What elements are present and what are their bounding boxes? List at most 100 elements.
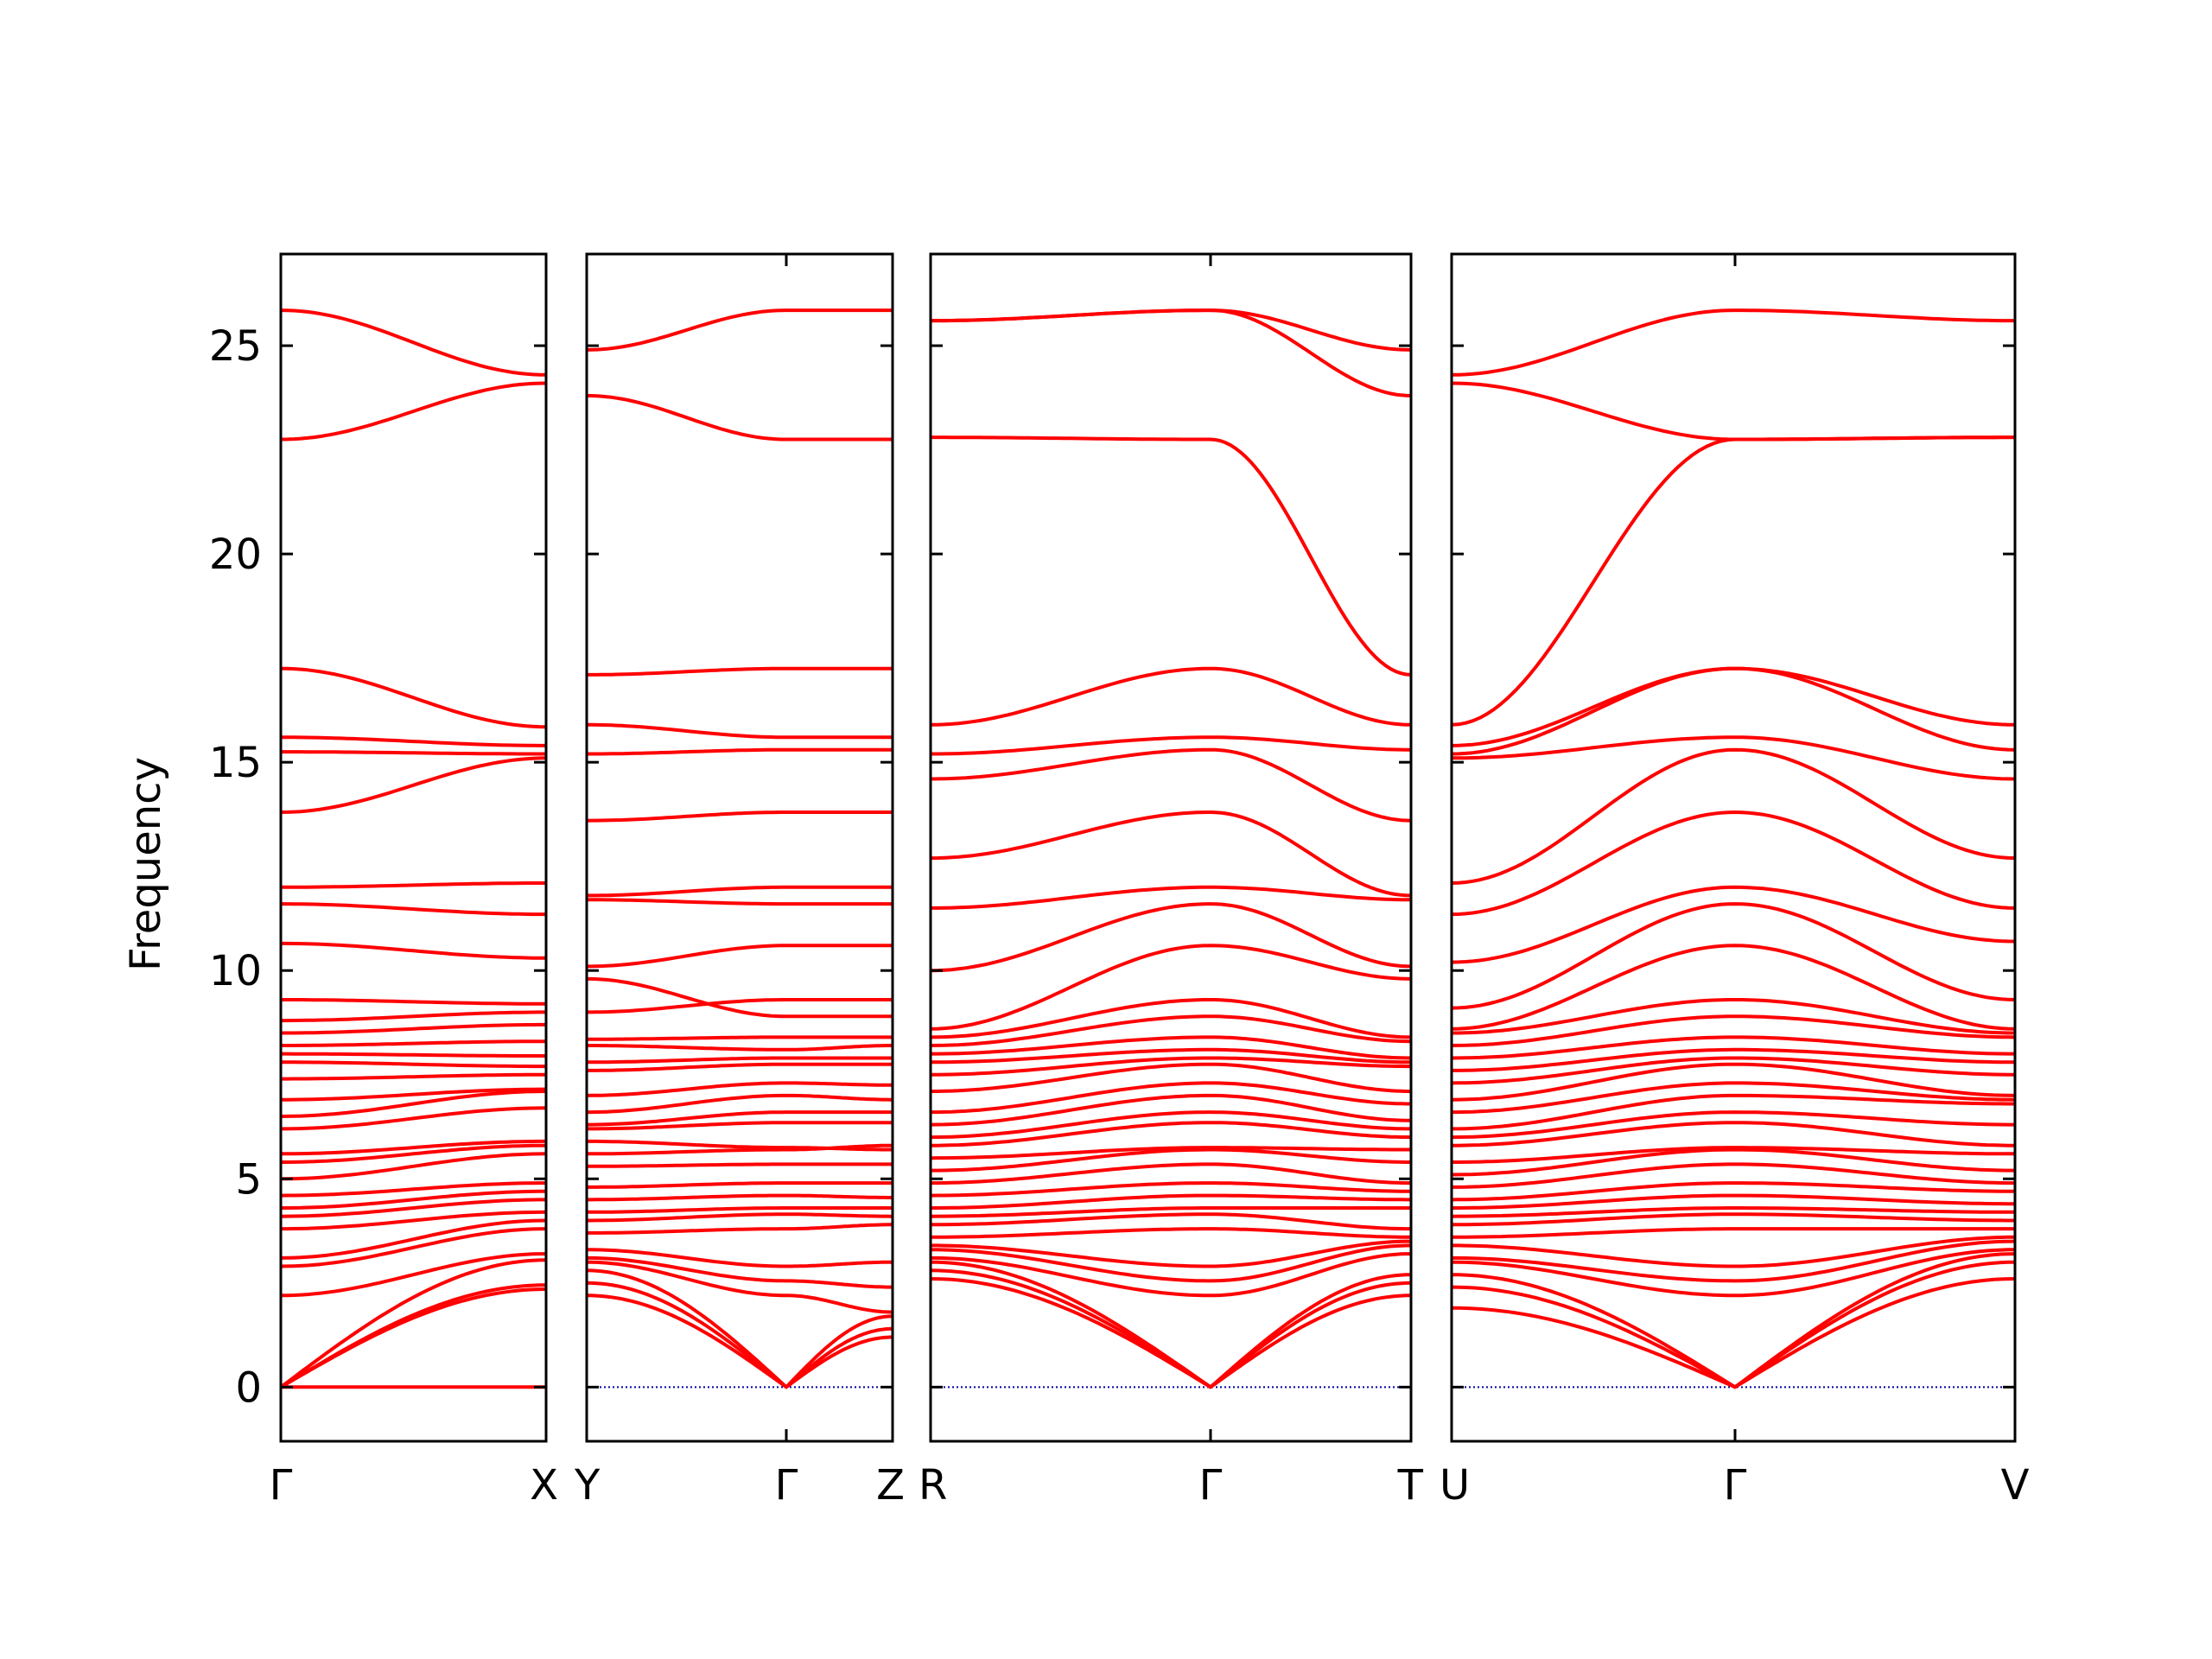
band-line-15 xyxy=(1452,1121,2015,1147)
bands-group xyxy=(931,308,1411,1389)
band-line-9 xyxy=(931,1206,1411,1218)
x-tick-label: Γ xyxy=(775,1461,798,1510)
band-line-12 xyxy=(931,1162,1411,1185)
band-line-31 xyxy=(931,666,1411,727)
band-line-24 xyxy=(931,998,1411,1039)
band-line-22 xyxy=(931,1035,1411,1060)
band-line-29 xyxy=(931,747,1411,823)
band-line-4 xyxy=(281,1258,546,1389)
band-line-3 xyxy=(1452,1252,2015,1389)
band-line-10 xyxy=(281,1189,546,1210)
x-tick-label: V xyxy=(2001,1461,2030,1510)
band-line-29 xyxy=(587,747,893,756)
band-line-25 xyxy=(587,944,893,969)
band-line-4 xyxy=(931,1252,1411,1298)
band-line-30 xyxy=(587,722,893,740)
y-tick-label: 0 xyxy=(235,1363,262,1412)
bands-group xyxy=(281,308,546,1389)
band-line-22 xyxy=(1452,1035,2015,1060)
band-line-11 xyxy=(931,1181,1411,1198)
band-line-20 xyxy=(587,1056,893,1065)
panels: Γ X 0 5 10 15 20 25 Y Γ Z R Γ T U Γ V xyxy=(209,252,2030,1510)
band-line-25 xyxy=(1452,944,2015,1031)
band-line-24 xyxy=(281,998,546,1006)
band-line-17 xyxy=(587,1093,893,1115)
x-tick-label: Γ xyxy=(1724,1461,1747,1510)
band-line-12 xyxy=(281,1152,546,1181)
band-line-16 xyxy=(931,1110,1411,1140)
x-tick-label: Γ xyxy=(270,1461,293,1510)
band-line-8 xyxy=(587,1212,893,1223)
band-line-23 xyxy=(281,1010,546,1023)
band-line-8 xyxy=(281,1210,546,1231)
band-line-16 xyxy=(587,1110,893,1127)
x-tick-label: Y xyxy=(574,1461,601,1510)
band-line-28 xyxy=(281,756,546,814)
band-line-7 xyxy=(1452,1227,2015,1239)
band-line-7 xyxy=(281,1218,546,1260)
band-line-30 xyxy=(931,735,1411,756)
band-line-23 xyxy=(587,998,893,1014)
band-line-13 xyxy=(281,1143,546,1164)
band-line-28 xyxy=(587,810,893,823)
x-tick-label: U xyxy=(1440,1461,1470,1510)
x-tick-label: T xyxy=(1397,1461,1424,1510)
band-line-6 xyxy=(281,1227,546,1268)
band-line-32 xyxy=(931,435,1411,677)
x-tick-label: R xyxy=(918,1461,947,1510)
band-line-29 xyxy=(281,750,546,756)
band-line-21 xyxy=(281,1039,546,1047)
band-line-15 xyxy=(931,1121,1411,1147)
band-line-11 xyxy=(281,1181,546,1198)
y-axis-label: Frequency xyxy=(122,757,170,971)
band-line-13 xyxy=(1452,1147,2015,1177)
band-line-12 xyxy=(587,1162,893,1168)
band-line-28 xyxy=(1452,810,2015,917)
panel-1: Γ X 0 5 10 15 20 25 xyxy=(209,252,558,1510)
band-line-17 xyxy=(281,1087,546,1102)
band-line-28 xyxy=(931,810,1411,898)
band-line-13 xyxy=(931,1147,1411,1173)
band-line-2 xyxy=(281,1287,546,1389)
band-line-24 xyxy=(1452,998,2015,1035)
band-line-19 xyxy=(931,1062,1411,1093)
band-line-25 xyxy=(281,941,546,960)
y-tick-label: 5 xyxy=(235,1155,262,1204)
band-line-33 xyxy=(1452,435,2015,727)
band-line-23 xyxy=(931,1014,1411,1047)
band-line-32 xyxy=(587,393,893,442)
band-line-23 xyxy=(1452,1014,2015,1047)
band-line-5 xyxy=(1452,1239,2015,1283)
band-line-3 xyxy=(281,1283,546,1389)
y-tick-label: 15 xyxy=(209,739,262,787)
band-line-32 xyxy=(1452,666,2015,747)
band-line-11 xyxy=(1452,1181,2015,1202)
band-line-33 xyxy=(281,308,546,377)
band-line-12 xyxy=(1452,1162,2015,1189)
band-line-14 xyxy=(1452,1146,2015,1164)
band-line-27 xyxy=(281,881,546,889)
panel-frame xyxy=(279,252,548,1443)
band-line-10 xyxy=(1452,1193,2015,1210)
band-line-34 xyxy=(1452,381,2015,442)
band-line-10 xyxy=(931,1193,1411,1210)
y-tick-label: 10 xyxy=(209,947,262,995)
band-line-17 xyxy=(1452,1093,2015,1131)
band-line-8 xyxy=(931,1212,1411,1231)
band-line-22 xyxy=(281,1022,546,1035)
band-line-19 xyxy=(281,1060,546,1069)
bands-group xyxy=(1452,308,2015,1389)
band-line-18 xyxy=(587,1081,893,1097)
band-line-32 xyxy=(281,381,546,442)
band-line-5 xyxy=(931,1243,1411,1283)
band-line-26 xyxy=(1452,902,2015,1010)
band-line-6 xyxy=(1452,1235,2015,1268)
band-line-30 xyxy=(1452,735,2015,781)
band-line-5 xyxy=(281,1252,546,1298)
band-line-34 xyxy=(931,308,1411,352)
band-line-9 xyxy=(587,1206,893,1214)
band-line-33 xyxy=(587,308,893,352)
